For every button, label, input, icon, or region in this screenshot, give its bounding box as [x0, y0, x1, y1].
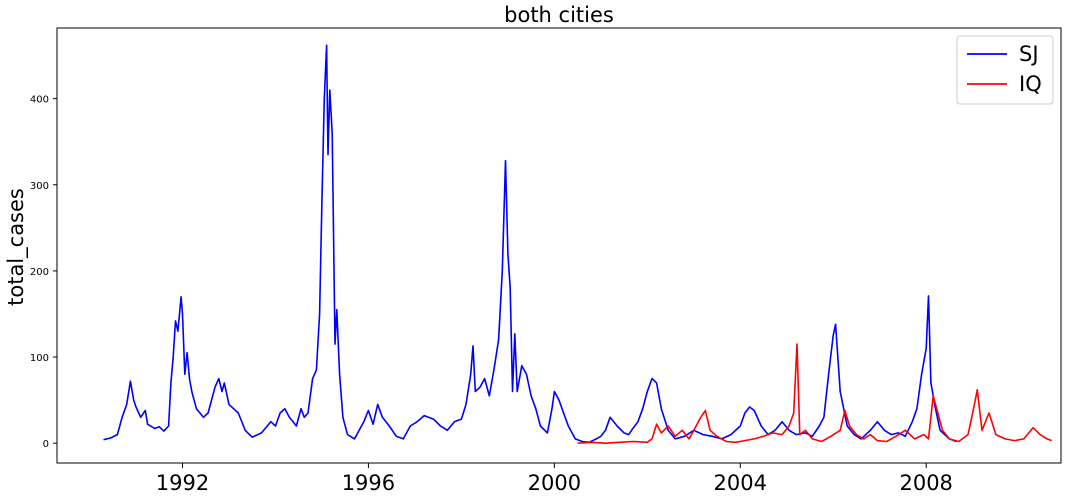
x-tick-label-2008: 2008 — [899, 471, 952, 495]
x-tick-label-2004: 2004 — [714, 471, 767, 495]
legend-box — [956, 35, 1054, 105]
chart-title: both cities — [504, 3, 614, 27]
x-tick-label-1996: 1996 — [342, 471, 395, 495]
x-tick-label-2000: 2000 — [528, 471, 581, 495]
legend-label-iq: IQ — [1019, 72, 1042, 96]
series-line-iq — [577, 343, 1052, 444]
x-tick-label-1992: 1992 — [156, 471, 209, 495]
y-tick-label-100: 100 — [30, 353, 49, 364]
legend: SJ IQ — [956, 35, 1054, 105]
series-line-sj — [103, 44, 957, 444]
y-tick-label-0: 0 — [43, 439, 49, 450]
y-axis-label: total_cases — [4, 188, 29, 306]
y-tick-label-300: 300 — [30, 181, 49, 192]
y-tick-label-200: 200 — [30, 267, 49, 278]
legend-label-sj: SJ — [1019, 42, 1039, 66]
y-tick-label-400: 400 — [30, 95, 49, 106]
plot-frame — [56, 27, 1062, 464]
plot-area: 0 100 200 300 400 1992 1996 2000 2004 2008 — [30, 44, 1052, 495]
